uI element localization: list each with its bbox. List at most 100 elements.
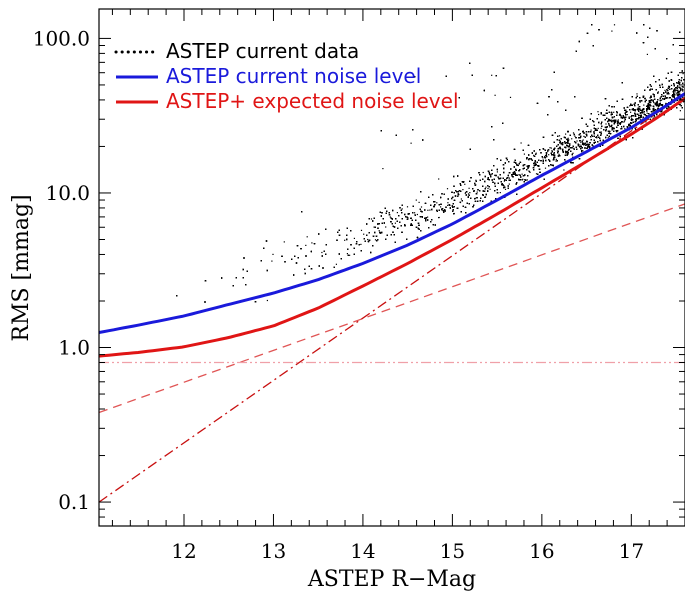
scatter-point — [344, 239, 346, 241]
scatter-point — [508, 177, 510, 179]
scatter-point — [467, 195, 469, 197]
scatter-point — [646, 112, 648, 114]
scatter-point — [360, 243, 362, 245]
scatter-point — [654, 116, 656, 118]
scatter-point — [414, 212, 416, 214]
scatter-point — [595, 136, 597, 138]
scatter-point — [385, 226, 387, 228]
scatter-point — [586, 134, 588, 136]
scatter-point — [682, 73, 684, 75]
scatter-point — [555, 158, 557, 160]
scatter-point — [629, 105, 631, 107]
scatter-point — [670, 84, 673, 86]
scatter-point — [611, 30, 613, 32]
scatter-point — [618, 114, 621, 116]
scatter-point — [550, 147, 552, 149]
scatter-point — [669, 85, 671, 87]
scatter-point — [429, 209, 431, 211]
scatter-point — [545, 153, 548, 155]
scatter-point — [650, 88, 652, 90]
scatter-point — [427, 216, 429, 218]
scatter-point — [418, 201, 420, 203]
scatter-point — [682, 90, 684, 92]
scatter-point — [535, 152, 537, 154]
scatter-point — [600, 131, 602, 133]
scatter-point — [508, 183, 510, 185]
scatter-point — [668, 85, 670, 87]
scatter-point — [542, 157, 544, 159]
scatter-point — [499, 192, 501, 194]
scatter-point — [363, 233, 365, 235]
scatter-point — [266, 299, 268, 302]
scatter-point — [667, 97, 669, 99]
scatter-point — [374, 239, 377, 241]
scatter-point — [574, 135, 576, 137]
scatter-point — [678, 92, 680, 94]
scatter-point — [407, 217, 409, 219]
scatter-point — [360, 229, 363, 231]
scatter-point — [614, 121, 616, 123]
scatter-point — [643, 104, 645, 106]
scatter-point — [605, 123, 607, 125]
scatter-point — [583, 135, 585, 137]
scatter-point — [549, 159, 551, 162]
scatter-point — [676, 94, 678, 96]
scatter-point — [611, 119, 613, 121]
scatter-point — [416, 213, 418, 216]
scatter-point — [346, 253, 348, 255]
scatter-point — [580, 141, 582, 144]
scatter-point — [464, 183, 466, 185]
scatter-point — [624, 128, 626, 130]
scatter-point — [396, 212, 398, 214]
scatter-point — [382, 168, 384, 170]
scatter-point — [436, 202, 438, 204]
scatter-point — [660, 99, 663, 101]
scatter-point — [642, 121, 644, 123]
scatter-point — [462, 189, 464, 191]
scatter-point — [581, 151, 583, 153]
scatter-point — [639, 114, 641, 116]
scatter-point — [567, 137, 569, 139]
scatter-point — [580, 144, 582, 146]
scatter-point — [528, 170, 531, 173]
scatter-point — [489, 188, 491, 190]
scatter-point — [513, 172, 515, 174]
scatter-point — [490, 174, 492, 176]
scatter-point — [410, 142, 412, 144]
scatter-point — [558, 135, 561, 137]
scatter-point — [465, 191, 467, 193]
scatter-point — [389, 216, 391, 218]
scatter-point — [460, 198, 462, 200]
scatter-point — [650, 101, 652, 104]
scatter-point — [485, 186, 487, 188]
scatter-point — [526, 179, 528, 181]
scatter-point — [626, 114, 628, 116]
scatter-point — [521, 173, 523, 175]
scatter-point — [646, 110, 648, 112]
scatter-point — [474, 197, 476, 199]
scatter-point — [535, 173, 538, 175]
scatter-point — [494, 174, 496, 176]
scatter-point — [394, 222, 396, 224]
scatter-point — [617, 123, 619, 125]
scatter-point — [621, 126, 623, 128]
scatter-point — [636, 93, 638, 95]
scatter-point — [548, 154, 550, 156]
scatter-point — [623, 116, 625, 118]
scatter-point — [487, 187, 489, 190]
scatter-point — [676, 91, 678, 94]
scatter-point — [335, 263, 337, 265]
scatter-point — [582, 139, 584, 141]
scatter-point — [677, 95, 679, 97]
scatter-point — [468, 187, 470, 189]
scatter-point — [491, 74, 493, 76]
scatter-point — [665, 102, 667, 104]
scatter-point — [497, 176, 499, 178]
scatter-point — [676, 93, 678, 95]
scatter-point — [632, 119, 634, 121]
scatter-point — [666, 97, 668, 99]
scatter-point — [600, 127, 602, 129]
scatter-point — [469, 192, 471, 194]
scatter-point — [467, 193, 470, 195]
